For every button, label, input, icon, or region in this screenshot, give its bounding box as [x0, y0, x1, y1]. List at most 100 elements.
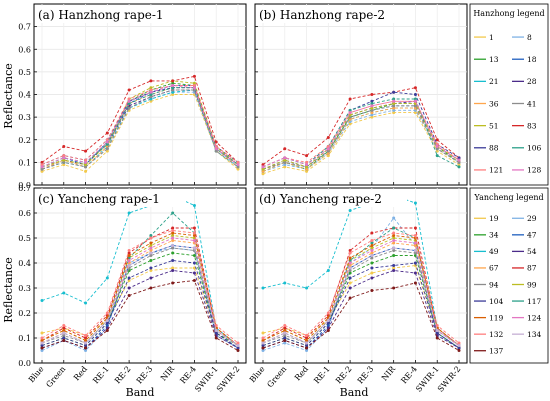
series-line-128	[262, 100, 460, 168]
data-point-128	[348, 111, 352, 115]
data-point-106	[392, 97, 396, 101]
data-point-132	[127, 249, 131, 252]
x-tick-label: Blue	[248, 364, 267, 384]
series-line-104	[41, 260, 239, 349]
data-point-137	[149, 286, 153, 290]
legend-entry-36: 36	[489, 99, 499, 108]
legend-entry-83: 83	[527, 121, 537, 130]
data-point-54	[413, 271, 417, 275]
data-point-29	[261, 349, 265, 352]
data-point-41	[127, 106, 131, 110]
data-point-106	[171, 86, 175, 90]
data-point-137	[84, 346, 88, 350]
data-point-119	[171, 231, 175, 235]
data-point-83	[261, 163, 265, 167]
data-point-104	[348, 276, 352, 280]
data-point-49	[192, 204, 196, 207]
data-point-119	[305, 339, 309, 342]
x-tick-label: Green	[265, 365, 288, 390]
data-point-134	[192, 246, 196, 250]
data-point-128	[370, 104, 374, 108]
legend-entry-51: 51	[489, 121, 499, 130]
legend-entry-54: 54	[527, 247, 537, 256]
series-line-134	[262, 247, 460, 346]
data-point-83	[62, 145, 66, 149]
data-point-88	[392, 90, 396, 94]
data-point-104	[305, 344, 309, 347]
legend-entry-8: 8	[527, 33, 532, 42]
data-point-54	[348, 286, 352, 290]
data-point-104	[435, 331, 439, 335]
data-point-49	[326, 269, 330, 272]
legend-entry-134: 134	[527, 330, 542, 339]
data-point-88	[370, 99, 374, 103]
x-tick-label: RE-2	[113, 365, 133, 386]
data-point-34	[392, 254, 396, 257]
data-point-41	[370, 108, 374, 112]
x-tick-label: Red	[72, 365, 89, 383]
data-point-49	[84, 301, 88, 305]
data-point-134	[62, 331, 66, 335]
x-tick-label: RE-1	[312, 365, 332, 386]
data-point-19	[392, 266, 396, 270]
legend-entry-137: 137	[489, 347, 504, 356]
data-point-132	[457, 341, 461, 345]
data-point-41	[457, 160, 461, 164]
data-point-117	[392, 226, 396, 230]
data-point-137	[105, 329, 109, 332]
series-line-94	[262, 250, 460, 346]
data-point-119	[192, 234, 196, 237]
data-point-121	[62, 154, 66, 158]
panel-label-bg	[36, 6, 186, 23]
data-point-99	[392, 236, 396, 240]
x-tick-label: NIR	[380, 364, 398, 383]
data-point-128	[62, 156, 66, 160]
data-point-1	[261, 172, 265, 176]
data-point-106	[457, 165, 461, 169]
y-tick-label: 0.0	[18, 181, 31, 190]
series-line-132	[41, 230, 239, 344]
data-point-54	[149, 276, 153, 280]
data-point-121	[40, 163, 44, 167]
y-tick-label: 0.2	[18, 309, 31, 318]
data-point-83	[192, 74, 196, 78]
data-point-137	[40, 346, 44, 350]
data-point-49	[283, 281, 287, 285]
data-point-106	[149, 93, 153, 96]
data-point-41	[84, 165, 88, 169]
data-point-132	[84, 334, 88, 337]
data-point-137	[283, 339, 287, 342]
data-point-1	[236, 167, 240, 171]
data-point-119	[40, 339, 44, 342]
data-point-106	[413, 97, 417, 101]
data-point-41	[326, 149, 330, 153]
data-point-104	[283, 336, 287, 340]
data-point-106	[435, 154, 439, 158]
data-point-104	[192, 261, 196, 265]
data-point-137	[305, 346, 309, 350]
data-point-104	[84, 344, 88, 347]
data-point-83	[326, 135, 330, 139]
data-point-124	[413, 241, 417, 245]
series-line-119	[262, 235, 460, 346]
series-line-1	[262, 112, 460, 175]
legend-entry-121: 121	[489, 166, 503, 175]
data-point-19	[348, 281, 352, 285]
y-tick-label: 0.6	[18, 45, 31, 54]
legend-entry-29: 29	[527, 214, 537, 223]
series-line-21	[41, 89, 239, 170]
legend-entry-87: 87	[527, 264, 537, 273]
data-point-137	[326, 329, 330, 332]
legend-entry-1: 1	[489, 33, 494, 42]
legend-entry-21: 21	[489, 77, 499, 86]
data-point-94	[149, 254, 153, 257]
data-point-134	[392, 246, 396, 250]
series-line-83	[262, 87, 460, 165]
data-point-1	[305, 169, 309, 173]
data-point-117	[149, 234, 153, 237]
data-point-124	[192, 239, 196, 242]
data-point-21	[171, 90, 175, 94]
data-point-117	[171, 211, 175, 215]
data-point-104	[40, 344, 44, 347]
